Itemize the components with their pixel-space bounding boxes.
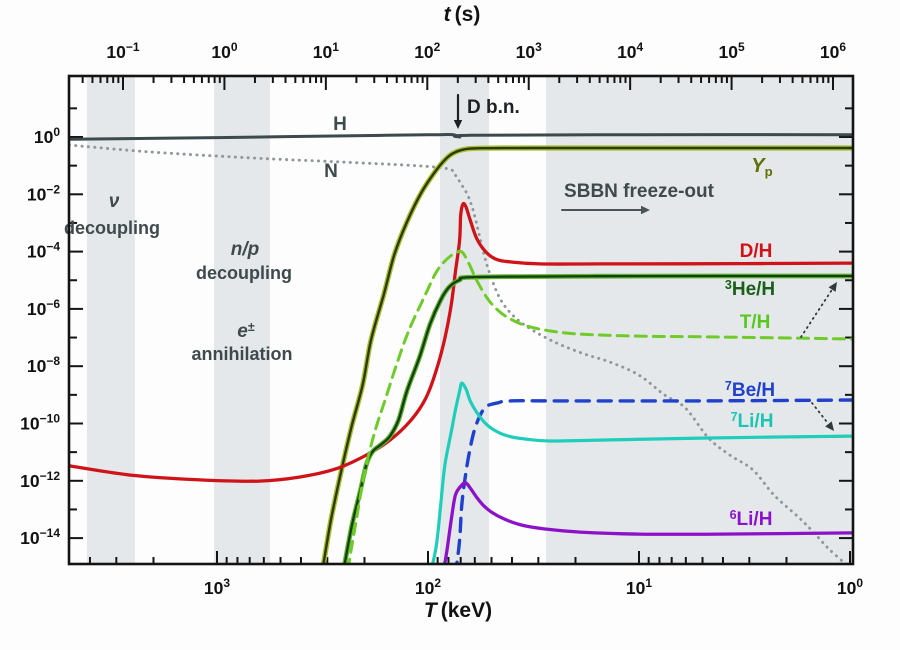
axis-ticks <box>69 76 853 564</box>
label-be7: 7​Be/H <box>725 379 775 401</box>
t-to-he3-arrow-shaft <box>800 288 833 338</box>
be7-to-li7-arrow-head <box>825 421 834 431</box>
top-axis-title: t (s) <box>444 3 481 27</box>
label-yp: Yp <box>751 155 772 179</box>
label-dh: D/H <box>740 241 773 262</box>
y-tick-label: 10−14 <box>20 526 60 548</box>
bottom-axis-title-unit: (keV) <box>440 599 493 622</box>
bottom-axis-title-symbol: T <box>423 599 437 622</box>
y-tick-label: 10−12 <box>20 469 60 491</box>
plot-border <box>67 74 855 566</box>
bottom-tick-label: 102 <box>415 576 441 598</box>
label-n: N <box>324 161 338 182</box>
top-tick-label: 101 <box>313 40 339 62</box>
label-he3: 3​He/H <box>725 278 775 300</box>
shaded-band-3 <box>545 77 853 563</box>
curve-h <box>69 132 853 141</box>
curve-dh <box>69 201 853 483</box>
curve-yp <box>322 146 853 564</box>
top-tick-label: 105 <box>719 40 745 62</box>
top-tick-label: 106 <box>820 40 846 62</box>
y-tick-label: 10−8 <box>27 354 60 376</box>
curve-li6 <box>443 481 853 564</box>
shaded-band-0 <box>87 77 135 563</box>
bottom-tick-label: 101 <box>626 576 652 598</box>
label-dbn: D b.n. <box>467 97 520 118</box>
y-tick-label: 10−6 <box>27 297 60 319</box>
label-nu: ν <box>109 191 120 212</box>
label-nu-2: decoupling <box>64 218 160 238</box>
top-axis-title-unit: (s) <box>454 3 481 26</box>
top-tick-label: 10−1 <box>106 40 139 62</box>
curve-be7 <box>455 398 853 564</box>
tick-labels: 10−1 100 101 102 103 104 105 106 103 102 101 100 100… <box>20 40 863 598</box>
label-epm: e±​ <box>237 320 255 342</box>
bottom-axis-title: T (keV) <box>424 599 492 623</box>
t-to-he3-arrow-head <box>828 282 837 292</box>
label-li6: 6​Li/H <box>730 508 773 530</box>
top-tick-label: 103 <box>516 40 542 62</box>
label-np-2: decoupling <box>196 263 292 283</box>
y-tick-label: 10−10 <box>20 412 60 434</box>
bottom-tick-label: 100 <box>837 576 863 598</box>
curve-th <box>347 249 853 564</box>
dbn-arrow-head <box>453 120 463 129</box>
label-np: n/p <box>231 239 260 260</box>
y-tick-label: 10−4 <box>27 240 60 262</box>
top-tick-label: 102 <box>414 40 440 62</box>
curve-n <box>69 143 848 564</box>
top-tick-label: 100 <box>211 40 237 62</box>
bottom-tick-label: 103 <box>204 576 230 598</box>
top-axis-title-symbol: t <box>443 3 451 26</box>
shaded-band-1 <box>214 77 270 563</box>
y-tick-label: 100 <box>34 125 60 147</box>
top-tick-label: 104 <box>617 40 643 62</box>
arrows <box>453 93 837 431</box>
label-epm-2: annihilation <box>192 344 293 364</box>
label-h: H <box>333 114 347 135</box>
label-sbbn: SBBN freeze-out <box>564 181 715 202</box>
sbbn-arrow-head <box>641 205 650 215</box>
curve-labels: H N D b.n. Yp SBBN freeze-out D/H 3​He/H T/H 7​B… <box>64 97 775 530</box>
be7-to-li7-arrow-shaft <box>811 402 830 425</box>
y-tick-label: 10−2 <box>27 182 60 204</box>
label-th: T/H <box>740 312 771 333</box>
label-li7: 7​Li/H <box>731 410 774 432</box>
curve-li7 <box>431 381 853 564</box>
curves <box>69 132 853 564</box>
